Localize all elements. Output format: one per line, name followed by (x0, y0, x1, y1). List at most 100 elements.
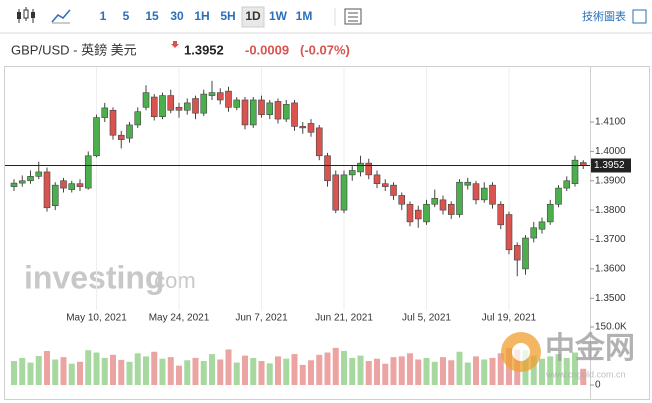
volume-bar (423, 357, 430, 385)
volume-bar (415, 359, 422, 385)
candle-body (183, 102, 191, 111)
chart-frame (4, 66, 650, 400)
volume-bar (93, 352, 100, 385)
candle-body (200, 93, 208, 114)
interval-button[interactable]: 5H (220, 9, 235, 23)
candle-body (249, 99, 257, 126)
volume-bar (85, 350, 92, 385)
settings-icon[interactable] (344, 8, 362, 25)
candle-body (266, 102, 274, 115)
volume-bar (357, 355, 364, 385)
volume-bar (456, 351, 463, 385)
volume-bar (19, 357, 26, 385)
price-change-percent: (-0.07%) (300, 42, 350, 57)
x-tick-label: Jul 5, 2021 (402, 313, 451, 324)
interval-button[interactable]: 5 (123, 9, 130, 23)
volume-bar (134, 353, 141, 385)
volume-bar (572, 352, 578, 385)
candle-body (192, 98, 199, 114)
interval-button[interactable]: 15 (145, 9, 159, 23)
down-arrow (171, 41, 179, 48)
candle-body (332, 174, 340, 211)
volume-tick-label: 0 (595, 380, 601, 391)
logo-inner (512, 343, 530, 361)
x-tick-label: May 24, 2021 (149, 313, 210, 324)
volume-bar (580, 368, 587, 385)
volume-bar (209, 354, 215, 385)
candle-body (208, 92, 216, 96)
volume-bar (440, 357, 446, 385)
volume-bar (275, 356, 281, 385)
volume-bar (473, 356, 479, 385)
candle-body (381, 183, 389, 187)
volume-bar (398, 356, 405, 385)
candle-body (439, 199, 447, 211)
volume-bar (233, 362, 240, 385)
volume-bar (118, 359, 125, 385)
volume-bar (291, 354, 298, 385)
candle-body (357, 162, 364, 173)
candle-body (241, 99, 249, 126)
overlay-logo: 中金网 www.cngold.com.cn (501, 331, 635, 379)
candle-body (414, 209, 422, 220)
logo-text: 中金网 (545, 331, 635, 365)
line-icon[interactable] (51, 9, 71, 24)
volume-bar (530, 355, 537, 385)
volume-bar (349, 357, 356, 385)
candle-body (456, 181, 463, 215)
candle-body (555, 187, 562, 205)
candle-body (489, 184, 496, 205)
candle-body (472, 183, 480, 201)
interval-button[interactable]: 1 (100, 9, 107, 23)
candle-body (101, 107, 109, 118)
interval-button[interactable]: 1D (245, 9, 261, 23)
candle-body (68, 183, 76, 190)
last-price-tag-label: 1.3952 (594, 160, 625, 171)
candle-body (27, 176, 34, 182)
popout-icon[interactable] (632, 9, 647, 24)
candle-body (373, 174, 381, 184)
interval-button[interactable]: 1W (269, 9, 288, 23)
volume-bar (11, 361, 17, 385)
interval-button[interactable]: 1H (194, 9, 209, 23)
candle-body (233, 99, 241, 108)
y-tick-label: 1.4100 (595, 117, 626, 128)
y-tick-label: 1.3600 (595, 264, 626, 275)
x-tick-label: May 10, 2021 (66, 313, 127, 324)
volume-bar (192, 357, 199, 385)
candle-body (175, 107, 183, 111)
candle-body (505, 214, 513, 251)
candle-body (35, 171, 43, 177)
volume-bar (159, 358, 166, 385)
candle-body (447, 203, 455, 215)
candle-body (315, 127, 323, 157)
candle-body (571, 159, 579, 184)
volume-bar (35, 356, 42, 385)
candle-body (51, 184, 59, 207)
volume-bar (143, 356, 149, 385)
volume-bar (497, 353, 504, 385)
volume-bar (60, 357, 67, 385)
candle-body (117, 134, 125, 140)
interval-button[interactable]: 1M (296, 9, 313, 23)
candle-body (299, 126, 307, 129)
volume-bar (299, 364, 306, 385)
candle-body (480, 187, 488, 201)
volume-bar (242, 355, 248, 385)
candle-icon[interactable] (17, 7, 35, 23)
volume-bar (258, 361, 265, 385)
candle-body (431, 198, 439, 205)
interval-button[interactable]: 30 (170, 9, 184, 23)
volume-bar (316, 354, 323, 385)
candle-body (365, 162, 373, 176)
volume-bar (167, 357, 174, 385)
candle-body (142, 92, 150, 108)
last-price: 1.3952 (184, 42, 224, 57)
technical-chart-link[interactable]: 技術圖表 (582, 9, 626, 23)
volume-bar (324, 352, 331, 385)
y-tick-label: 1.3900 (595, 175, 626, 186)
candle-body (423, 203, 430, 223)
toolbar: 1 5 15 30 1H 5H 1D 1W 1M 技術圖表 (0, 0, 652, 34)
